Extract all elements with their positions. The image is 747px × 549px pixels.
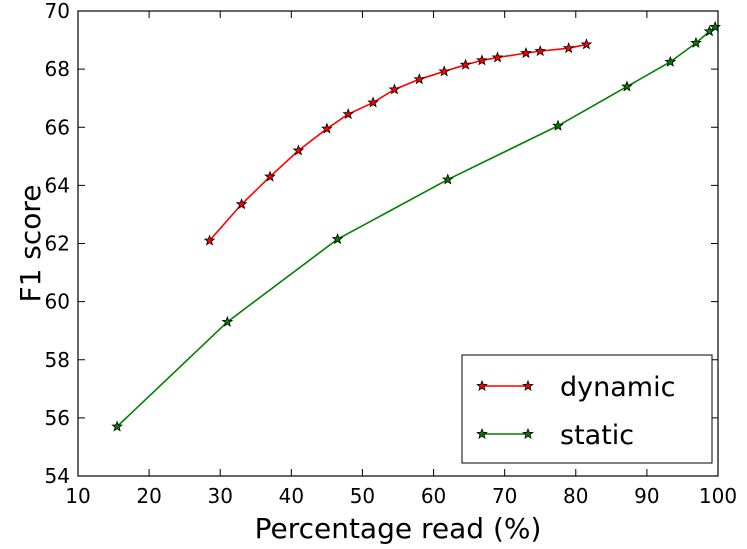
legend-label: static — [560, 420, 634, 451]
data-point-dynamic — [367, 96, 379, 108]
data-point-static — [111, 420, 123, 432]
y-tick-label: 66 — [45, 115, 70, 139]
data-point-dynamic — [534, 44, 547, 57]
legend-marker-start — [476, 379, 488, 391]
series-dynamic — [203, 38, 593, 246]
data-point-static — [690, 36, 702, 48]
plot-frame — [77, 10, 719, 477]
series-line-dynamic — [208, 43, 587, 242]
data-point-dynamic — [491, 51, 504, 63]
series-static — [111, 20, 721, 432]
data-point-dynamic — [476, 54, 488, 66]
legend-label: dynamic — [560, 372, 675, 403]
data-point-static — [552, 119, 564, 131]
legend-marker-end — [522, 379, 534, 391]
y-axis-title: F1 score — [14, 184, 47, 302]
y-tick-label: 56 — [45, 406, 70, 430]
series-line-static — [116, 26, 716, 428]
data-point-dynamic — [562, 42, 575, 54]
legend-box — [461, 354, 713, 464]
y-tick-label: 54 — [45, 464, 70, 488]
data-point-static — [221, 315, 234, 327]
y-tick-label: 58 — [45, 348, 70, 372]
data-point-static — [441, 173, 454, 185]
data-point-dynamic — [438, 65, 451, 77]
x-tick-label: 80 — [563, 484, 588, 508]
x-tick-label: 10 — [65, 484, 90, 508]
x-tick-label: 20 — [136, 484, 161, 508]
data-point-dynamic — [388, 83, 401, 95]
data-point-dynamic — [459, 58, 472, 70]
data-point-dynamic — [203, 234, 216, 246]
y-tick-label: 62 — [45, 232, 70, 256]
tick-layer: 10 20 30 40 50 60 70 80 90 100 54 56 58 60 62 64 66 68 70 — [45, 0, 738, 508]
data-point-dynamic — [264, 170, 276, 182]
x-tick-label: 40 — [279, 484, 304, 508]
data-point-static — [621, 80, 633, 92]
legend-entry-dynamic: dynamic — [476, 372, 675, 403]
x-tick-label: 30 — [207, 484, 232, 508]
x-tick-label: 100 — [699, 484, 737, 508]
data-point-dynamic — [235, 198, 248, 210]
data-point-static — [331, 232, 344, 245]
data-point-dynamic — [321, 122, 333, 134]
legend-entry-static: static — [476, 420, 634, 451]
y-tick-label: 60 — [45, 290, 70, 314]
data-point-dynamic — [342, 108, 355, 120]
legend-marker-start — [476, 427, 488, 439]
legend-marker-end — [522, 427, 534, 439]
data-point-static — [664, 55, 677, 67]
data-point-dynamic — [580, 38, 593, 50]
x-tick-label: 70 — [492, 484, 517, 508]
x-tick-label: 60 — [421, 484, 446, 508]
y-tick-label: 70 — [45, 0, 70, 23]
y-tick-label: 68 — [45, 57, 70, 81]
y-tick-label: 64 — [45, 173, 70, 197]
x-tick-label: 50 — [350, 484, 375, 508]
x-tick-label: 90 — [634, 484, 659, 508]
x-axis-title: Percentage read (%) — [255, 512, 542, 545]
series-layer — [111, 20, 721, 432]
data-point-static — [709, 20, 721, 32]
data-point-dynamic — [413, 73, 426, 85]
data-point-dynamic — [292, 144, 305, 156]
legend: dynamic static — [461, 354, 713, 464]
data-point-dynamic — [520, 46, 532, 59]
